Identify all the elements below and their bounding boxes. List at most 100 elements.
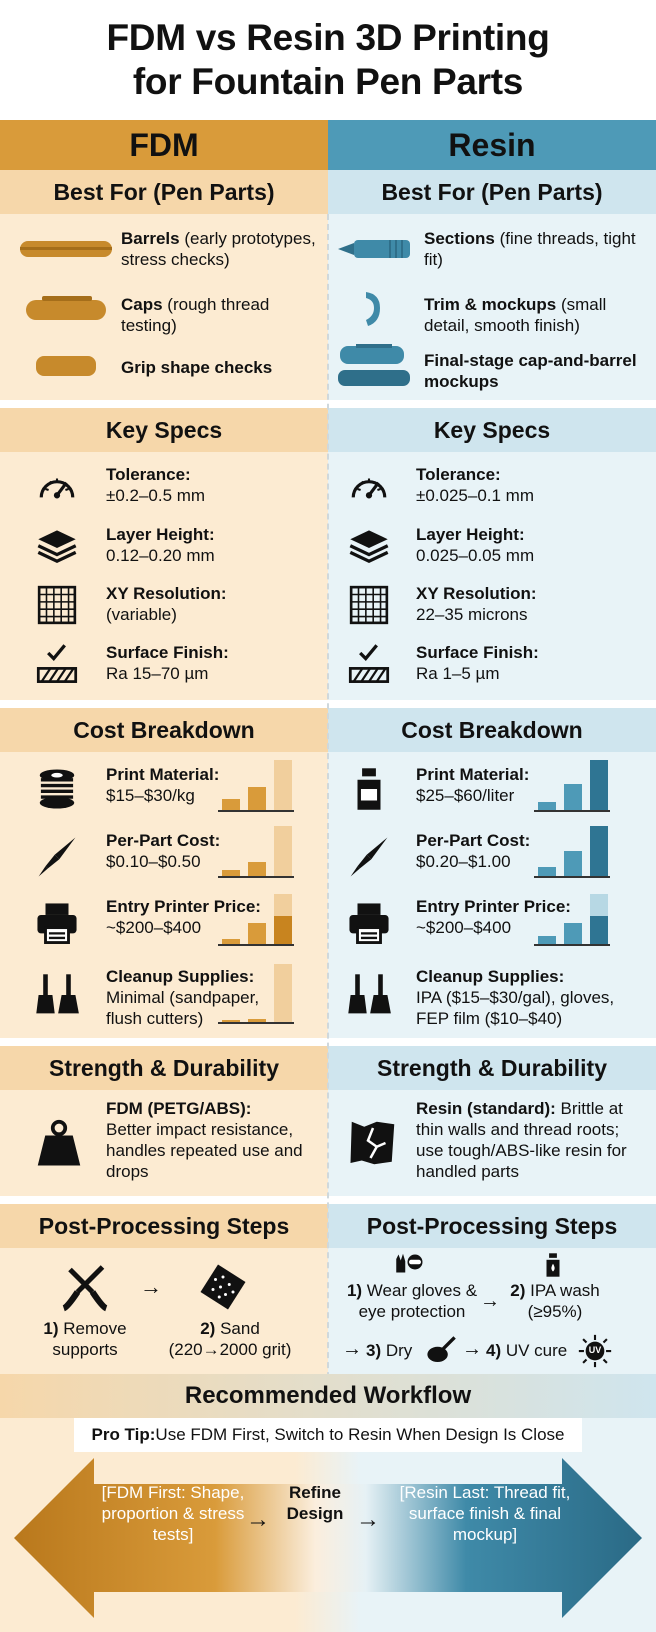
pen-barrel-icon <box>20 241 112 257</box>
fdm-cost-printer-price: Entry Printer Price: ~$200–$400 <box>106 897 261 937</box>
resin-post-step-3: 3) Dry <box>366 1341 413 1360</box>
fdm-cost-printer-price-bars <box>218 892 294 946</box>
resin-cost-printer-price-bars <box>534 892 610 946</box>
fdm-strength-heading: Strength & Durability <box>0 1046 328 1090</box>
layers-icon <box>34 526 80 570</box>
resin-strength-heading: Strength & Durability <box>328 1046 656 1090</box>
cost-bar <box>274 760 292 810</box>
resin-spec-xy-resolution: XY Resolution: 22–35 microns <box>416 584 537 624</box>
resin-cost-per-part-bars <box>534 824 610 878</box>
surface-finish-icon <box>346 642 392 686</box>
fdm-post-heading: Post-Processing Steps <box>0 1204 328 1248</box>
fdm-cost-per-part: Per-Part Cost: $0.10–$0.50 <box>106 831 221 871</box>
cracked-block-icon <box>348 1118 398 1168</box>
gauge-icon <box>34 468 80 510</box>
cost-bar <box>590 760 608 810</box>
brushes-icon <box>346 972 392 1018</box>
fdm-cost-per-part-bars <box>218 824 294 878</box>
cost-bar <box>248 787 266 810</box>
resin-column-header: Resin <box>328 120 656 170</box>
fdm-specs-heading: Key Specs <box>0 408 328 452</box>
resin-bottle-icon <box>346 766 392 812</box>
fdm-post-arrow: → <box>140 1274 162 1299</box>
resin-cost-section: Print Material: $25–$60/liter Per-Part Co… <box>328 752 656 1038</box>
resin-best-for-item-2: Trim & mockups (small detail, smooth fin… <box>424 295 607 335</box>
resin-post-step-1: 1) Wear gloves & eye protection <box>346 1281 478 1321</box>
fdm-cost-material: Print Material: $15–$30/kg <box>106 765 220 805</box>
title-line-2: for Fountain Pen Parts <box>132 61 524 102</box>
fdm-best-for-section: Barrels (early prototypes, stress checks… <box>0 214 328 400</box>
fdm-column-header: FDM <box>0 120 328 170</box>
resin-best-for-item-1: Sections (fine threads, tight fit) <box>424 229 636 269</box>
fdm-specs-section: Tolerance: ±0.2–0.5 mm Layer Height: 0.12–… <box>0 452 328 700</box>
resin-cost-heading: Cost Breakdown <box>328 708 656 752</box>
printer-icon <box>34 900 80 946</box>
resin-post-step-2: 2) IPA wash (≥95%) <box>510 1281 600 1321</box>
gauge-icon <box>346 468 392 510</box>
workflow-heading: Recommended Workflow <box>0 1374 656 1418</box>
fdm-strength-text: FDM (PETG/ABS): Better impact resistance,… <box>106 1099 303 1181</box>
sandpaper-icon <box>198 1262 248 1312</box>
workflow-arrow-1: → <box>246 1506 270 1533</box>
fdm-cost-section: Print Material: $15–$30/kg Per-Part Cost:… <box>0 752 328 1038</box>
resin-post-arrow-1: → <box>480 1290 500 1312</box>
cost-bar <box>222 939 240 944</box>
cap-and-barrel-icon <box>338 344 410 386</box>
fdm-spec-tolerance: Tolerance: ±0.2–0.5 mm <box>106 465 206 505</box>
pen-cap-icon <box>26 296 106 320</box>
workflow-refine-design: Refine Design <box>286 1483 344 1523</box>
cost-bar <box>564 784 582 810</box>
surface-finish-icon <box>34 642 80 686</box>
fdm-post-step-1: 1) Remove supports <box>43 1319 127 1359</box>
resin-best-for-item-3: Final-stage cap-and-barrel mockups <box>424 351 637 391</box>
resin-strength-text: Resin (standard): Brittle at thin walls … <box>416 1099 627 1181</box>
cost-bar <box>538 936 556 944</box>
fdm-column: FDM Best For (Pen Parts) Barrels (early … <box>0 120 328 1376</box>
cost-bar <box>564 851 582 876</box>
workflow-arrow-2: → <box>356 1506 380 1533</box>
cost-bar <box>248 1019 266 1022</box>
cost-bar <box>248 862 266 876</box>
cost-bar <box>222 870 240 876</box>
resin-cost-material-bars <box>534 758 610 812</box>
page-title: FDM vs Resin 3D Printing for Fountain Pe… <box>0 0 656 120</box>
cost-bar <box>222 1020 240 1022</box>
cost-bar <box>274 826 292 876</box>
ipa-bottle-icon <box>540 1250 566 1280</box>
resin-specs-heading: Key Specs <box>328 408 656 452</box>
gloves-goggles-icon <box>388 1250 430 1280</box>
resin-post-step-4: 4) UV cure <box>486 1341 568 1360</box>
fdm-cost-material-bars <box>218 758 294 812</box>
column-divider <box>327 214 329 1438</box>
flush-cutters-icon <box>60 1262 110 1312</box>
fdm-post-section: → 1) Remove supports 2) Sand (220→2000 g… <box>0 1248 328 1376</box>
grid-icon <box>36 584 78 626</box>
layers-icon <box>346 526 392 570</box>
uv-lamp-icon: UV <box>578 1334 612 1368</box>
filament-spool-icon <box>34 766 80 812</box>
resin-spec-surface-finish: Surface Finish: Ra 1–5 µm <box>416 643 539 683</box>
fdm-post-step-2: 2) Sand (220→2000 grit) <box>168 1319 292 1359</box>
fdm-best-for-item-3: Grip shape checks <box>121 358 273 377</box>
resin-post-section: 1) Wear gloves & eye protection → 2) IPA… <box>328 1248 656 1376</box>
fdm-spec-layer-height: Layer Height: 0.12–0.20 mm <box>106 525 215 565</box>
grid-icon <box>348 584 390 626</box>
pro-tip: Pro Tip: Use FDM First, Switch to Resin … <box>74 1418 582 1452</box>
cost-bar <box>564 923 582 944</box>
pen-nib-icon <box>346 834 392 880</box>
pen-nib-icon <box>34 834 80 880</box>
cost-bar <box>248 923 266 944</box>
resin-best-for-heading: Best For (Pen Parts) <box>328 170 656 214</box>
resin-cost-per-part: Per-Part Cost: $0.20–$1.00 <box>416 831 531 871</box>
printer-icon <box>346 900 392 946</box>
fdm-best-for-item-1: Barrels (early prototypes, stress checks… <box>121 229 316 269</box>
cost-bar <box>222 799 240 810</box>
title-line-1: FDM vs Resin 3D Printing <box>106 17 550 58</box>
pen-section-icon <box>338 240 410 258</box>
resin-strength-section: Resin (standard): Brittle at thin walls … <box>328 1090 656 1196</box>
resin-best-for-section: Sections (fine threads, tight fit) Trim … <box>328 214 656 400</box>
workflow-section: Recommended Workflow Pro Tip: Use FDM Fi… <box>0 1374 656 1632</box>
resin-specs-section: Tolerance: ±0.025–0.1 mm Layer Height: 0.0… <box>328 452 656 700</box>
weight-icon <box>34 1118 84 1168</box>
fdm-spec-surface-finish: Surface Finish: Ra 15–70 µm <box>106 643 229 683</box>
